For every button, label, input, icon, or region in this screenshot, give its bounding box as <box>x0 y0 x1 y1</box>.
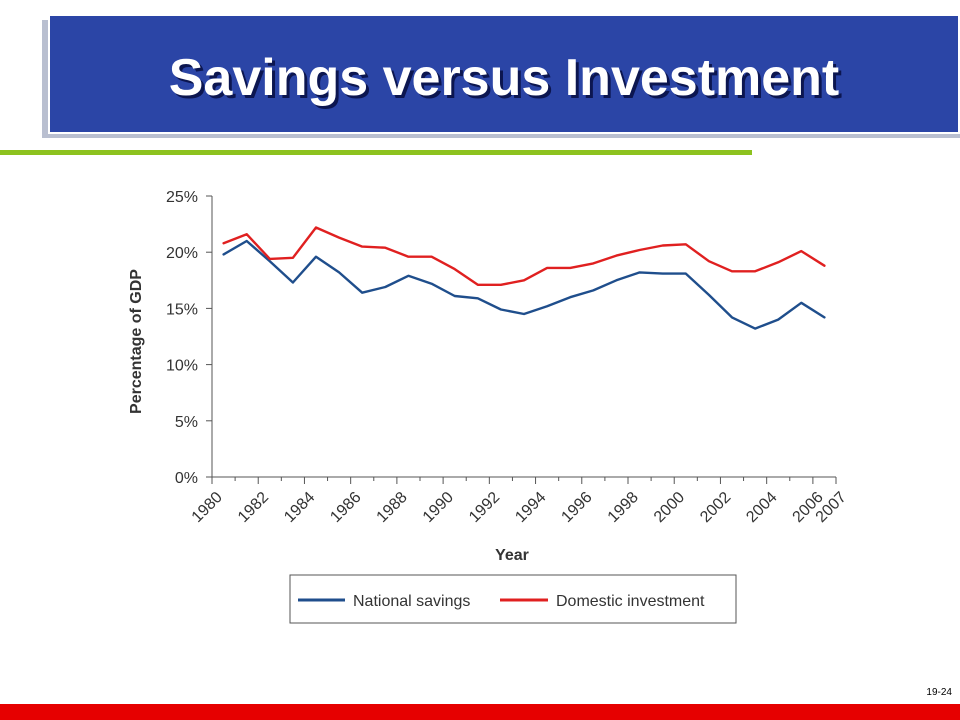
x-tick-label: 1990 <box>420 489 457 526</box>
x-tick-label: 1986 <box>327 489 364 526</box>
slide-number: 19-24 <box>926 687 952 698</box>
bottom-bar <box>0 704 960 720</box>
x-tick-label: 2000 <box>651 489 688 526</box>
legend-label: Domestic investment <box>556 593 705 610</box>
chart-axes: 0% 5% 10% 15% 20% 25% 1980 1982 1984 1986 1988 1990… <box>128 189 850 564</box>
x-tick-label: 1994 <box>512 489 549 526</box>
x-tick-label: 2002 <box>697 489 734 526</box>
chart-legend: National savings Domestic investment <box>289 574 737 624</box>
x-tick-label: 1992 <box>466 489 503 526</box>
y-tick-label: 20% <box>166 245 198 262</box>
x-tick-label: 1996 <box>558 489 595 526</box>
title-banner: Savings versus Investment <box>48 14 960 134</box>
x-tick-label: 2004 <box>743 489 780 526</box>
y-axis-title: Percentage of GDP <box>128 269 145 414</box>
x-tick-label: 1982 <box>235 489 272 526</box>
accent-divider <box>0 150 752 155</box>
y-tick-label: 25% <box>166 189 198 206</box>
series-line-domestic-investment <box>222 226 826 286</box>
chart-series <box>222 226 826 330</box>
y-tick-label: 5% <box>175 414 198 431</box>
y-tick-label: 10% <box>166 358 198 375</box>
x-axis-title: Year <box>495 547 529 564</box>
x-tick-label: 1988 <box>374 489 411 526</box>
x-tick-label: 1998 <box>605 489 642 526</box>
series-line-national-savings <box>222 239 826 330</box>
y-tick-label: 0% <box>175 470 198 487</box>
slide-title: Savings versus Investment <box>168 49 840 107</box>
legend-label: National savings <box>353 593 470 610</box>
x-tick-label: 1984 <box>281 489 318 526</box>
y-tick-label: 15% <box>166 301 198 318</box>
x-tick-label: 1980 <box>189 489 226 526</box>
